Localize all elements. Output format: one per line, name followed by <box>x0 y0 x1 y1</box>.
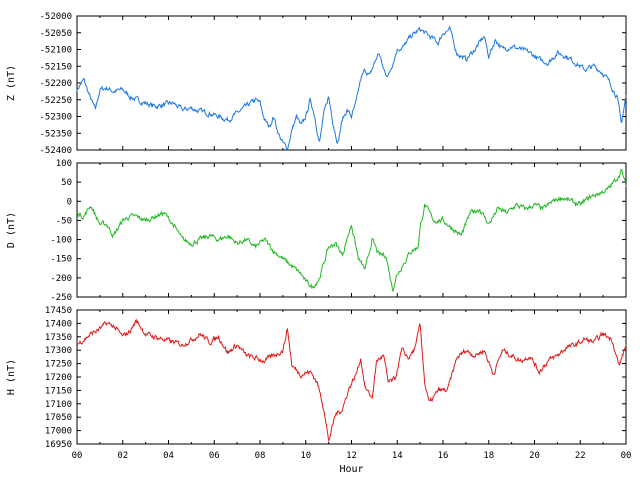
series-line-d <box>76 168 627 293</box>
x-tick-label: 00 <box>621 451 632 461</box>
y-tick-label-d: -150 <box>50 255 72 265</box>
x-tick-label: 20 <box>529 451 540 461</box>
y-tick-label-z: -52100 <box>39 46 72 56</box>
x-tick-label: 06 <box>209 451 220 461</box>
y-tick-label-d: -100 <box>50 236 72 246</box>
y-tick-label-z: -52300 <box>39 113 72 123</box>
x-tick-label: 22 <box>575 451 586 461</box>
panel-d-frame <box>76 162 627 298</box>
x-tick-label: 04 <box>163 451 174 461</box>
x-tick-label: 12 <box>346 451 357 461</box>
series-line-z <box>76 24 627 151</box>
x-tick-label: 02 <box>117 451 128 461</box>
x-axis-label: Hour <box>339 464 363 475</box>
y-tick-label-z: -52150 <box>39 62 72 72</box>
y-tick-label-h: 17100 <box>45 400 72 410</box>
y-tick-label-d: 50 <box>61 178 72 188</box>
y-axis-label-d: D (nT) <box>6 212 17 248</box>
y-tick-label-z: -52350 <box>39 129 72 139</box>
x-tick-label: 10 <box>300 451 311 461</box>
x-tick-label: 18 <box>483 451 494 461</box>
y-tick-label-d: -50 <box>56 216 72 226</box>
y-axis-label-z: Z (nT) <box>6 65 17 101</box>
y-tick-label-h: 17450 <box>45 306 72 316</box>
panel-z-frame <box>76 15 627 151</box>
x-tick-label: 16 <box>438 451 449 461</box>
y-tick-label-h: 17400 <box>45 319 72 329</box>
x-tick-label: 08 <box>255 451 266 461</box>
y-axis-label-h: H (nT) <box>6 359 17 395</box>
y-tick-label-z: -52250 <box>39 96 72 106</box>
y-tick-label-h: 17050 <box>45 413 72 423</box>
panel-h-frame <box>76 309 627 445</box>
y-tick-label-h: 17200 <box>45 373 72 383</box>
y-tick-label-h: 17250 <box>45 360 72 370</box>
y-tick-label-z: -52000 <box>39 12 72 22</box>
y-tick-label-z: -52050 <box>39 29 72 39</box>
y-tick-label-d: 0 <box>67 197 72 207</box>
y-tick-label-d: -200 <box>50 274 72 284</box>
x-tick-label: 14 <box>392 451 403 461</box>
y-tick-label-h: 17300 <box>45 346 72 356</box>
series-line-h <box>77 318 627 443</box>
y-tick-label-z: -52200 <box>39 79 72 89</box>
y-tick-label-h: 16950 <box>45 440 72 450</box>
x-tick-label: 00 <box>72 451 83 461</box>
y-tick-label-h: 17000 <box>45 427 72 437</box>
y-tick-label-h: 17350 <box>45 333 72 343</box>
y-tick-label-d: -250 <box>50 293 72 303</box>
y-tick-label-d: 100 <box>56 159 72 169</box>
y-tick-label-h: 17150 <box>45 386 72 396</box>
y-tick-label-z: -52400 <box>39 146 72 156</box>
